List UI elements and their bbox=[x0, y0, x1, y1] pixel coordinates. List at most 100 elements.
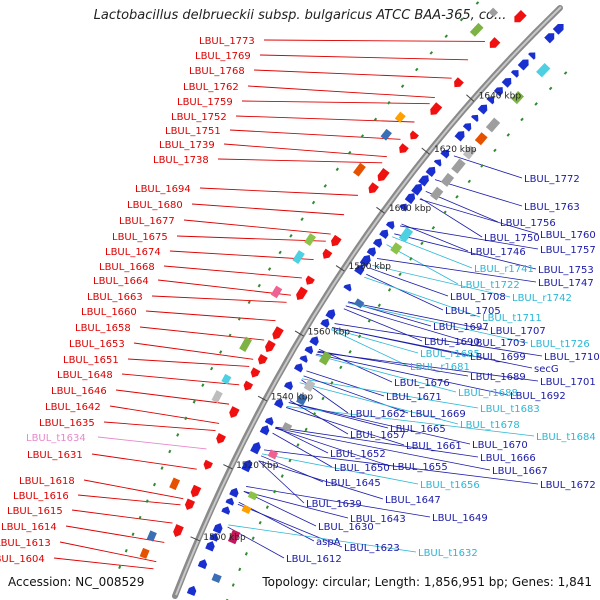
feature-block bbox=[139, 547, 150, 559]
leader-line bbox=[145, 310, 276, 322]
marker-dot bbox=[247, 300, 251, 305]
gene-label-right: LBUL_1672 bbox=[540, 480, 596, 491]
marker-dot bbox=[124, 548, 128, 553]
marker-dot bbox=[415, 67, 419, 72]
forward-gene-arrow bbox=[304, 345, 314, 355]
forward-gene-arrow bbox=[293, 363, 303, 373]
marker-dot bbox=[311, 200, 316, 205]
feature-block bbox=[241, 504, 252, 514]
gene-label-left: LBUL_1642 bbox=[45, 402, 101, 413]
tick-label: 1600 kbp bbox=[389, 204, 432, 214]
leader-lines bbox=[53, 39, 543, 570]
forward-gene-arrow bbox=[359, 255, 371, 267]
gene-label-left: LBUL_1752 bbox=[171, 112, 227, 123]
ticks: 1500 kbp 1520 kbp 1540 kbp 1560 kbp 1580 kbp… bbox=[190, 92, 521, 543]
gene-label-right: LBUL_1657 bbox=[350, 430, 406, 441]
marker-dot bbox=[506, 133, 511, 137]
marker-dot bbox=[377, 303, 381, 308]
leader-line bbox=[370, 267, 449, 297]
marker-dot bbox=[251, 536, 255, 541]
gene-label-left: LBUL_1653 bbox=[69, 339, 125, 350]
marker-dot bbox=[289, 234, 293, 238]
gene-label-right: LBUL_1699 bbox=[470, 352, 526, 363]
marker-dot bbox=[467, 179, 472, 184]
leader-line bbox=[228, 524, 417, 553]
leader-line bbox=[103, 421, 216, 432]
gene-label-left: LBUL_1651 bbox=[63, 355, 119, 366]
leader-line bbox=[139, 326, 265, 341]
forward-gene-arrow bbox=[493, 87, 503, 97]
gene-label-right: LBUL_1671 bbox=[386, 392, 442, 403]
leader-line bbox=[53, 557, 154, 570]
tick-mark bbox=[466, 94, 475, 102]
marker-dot bbox=[429, 51, 434, 55]
reverse-gene-arrow bbox=[250, 367, 261, 378]
forward-gene-arrow bbox=[552, 23, 564, 35]
marker-dot bbox=[145, 499, 149, 503]
leader-line bbox=[133, 342, 254, 360]
leader-line bbox=[71, 509, 173, 524]
marker-dot bbox=[267, 267, 272, 271]
marker-dot bbox=[184, 416, 188, 421]
gene-label-right: LBUL_1643 bbox=[350, 514, 406, 525]
reverse-gene-arrow bbox=[296, 286, 308, 301]
gene-label-right: LBUL_1707 bbox=[490, 326, 546, 337]
gene-label-right: LBUL_1652 bbox=[330, 449, 386, 460]
leader-line bbox=[399, 225, 539, 250]
gene-label-right: LBUL_1665 bbox=[390, 424, 446, 435]
marker-dot bbox=[480, 164, 484, 168]
marker-dot bbox=[321, 396, 325, 401]
marker-dot bbox=[273, 489, 277, 494]
feature-block bbox=[536, 62, 551, 78]
leader-line bbox=[59, 541, 157, 563]
forward-gene-arrow bbox=[501, 77, 512, 88]
gene-label-left: LBUL_1631 bbox=[27, 450, 83, 461]
feature-block bbox=[511, 91, 524, 105]
gene-label-right: LBUL_t1684 bbox=[536, 432, 596, 443]
marker-dot bbox=[548, 86, 553, 91]
marker-dot bbox=[330, 381, 334, 385]
gene-label-left: LBUL_1738 bbox=[153, 155, 209, 166]
leader-line bbox=[246, 486, 431, 518]
leader-line bbox=[343, 308, 423, 342]
feature-block bbox=[430, 186, 444, 201]
leader-line bbox=[317, 351, 539, 382]
feature-block bbox=[488, 7, 499, 18]
forward-gene-arrow bbox=[418, 175, 429, 187]
feature-block bbox=[440, 172, 455, 187]
tick-mark bbox=[335, 265, 345, 272]
leader-line bbox=[275, 426, 479, 458]
feature-block bbox=[211, 573, 222, 584]
gene-label-left: LBUL_1663 bbox=[87, 292, 143, 303]
feature-block bbox=[239, 336, 253, 352]
leader-line bbox=[275, 427, 391, 467]
backbone-highlight bbox=[175, 6, 562, 596]
feature-block bbox=[303, 379, 316, 392]
feature-block bbox=[146, 530, 157, 542]
leader-line bbox=[334, 323, 543, 357]
gene-label-right: LBUL_1647 bbox=[385, 495, 441, 506]
leader-line bbox=[347, 302, 529, 344]
leader-line bbox=[258, 460, 305, 504]
leader-line bbox=[127, 358, 250, 367]
reverse-gene-arrow bbox=[272, 326, 284, 340]
forward-gene-arrow bbox=[372, 238, 383, 248]
gene-label-right: LBUL_1645 bbox=[325, 478, 381, 489]
gene-label-right: LBUL_1690 bbox=[424, 337, 480, 348]
feature-block bbox=[270, 285, 283, 299]
leader-line bbox=[288, 402, 389, 429]
forward-gene-arrow bbox=[209, 533, 219, 542]
gene-label-right: LBUL_1650 bbox=[334, 463, 390, 474]
marker-dot bbox=[237, 317, 242, 321]
gene-label-left: LBUL_1680 bbox=[127, 200, 183, 211]
leader-line bbox=[372, 264, 511, 298]
gene-label-left: LBUL_1762 bbox=[183, 82, 239, 93]
reverse-gene-arrow bbox=[514, 9, 527, 23]
gene-label-right: LBUL_1772 bbox=[524, 174, 580, 185]
tick-label: 1580 kbp bbox=[349, 262, 392, 272]
leader-line bbox=[91, 453, 197, 470]
feature-block bbox=[247, 490, 258, 501]
gene-label-right: LBUL_1662 bbox=[350, 409, 406, 420]
marker-dot bbox=[387, 100, 391, 105]
marker-dot bbox=[357, 334, 362, 339]
